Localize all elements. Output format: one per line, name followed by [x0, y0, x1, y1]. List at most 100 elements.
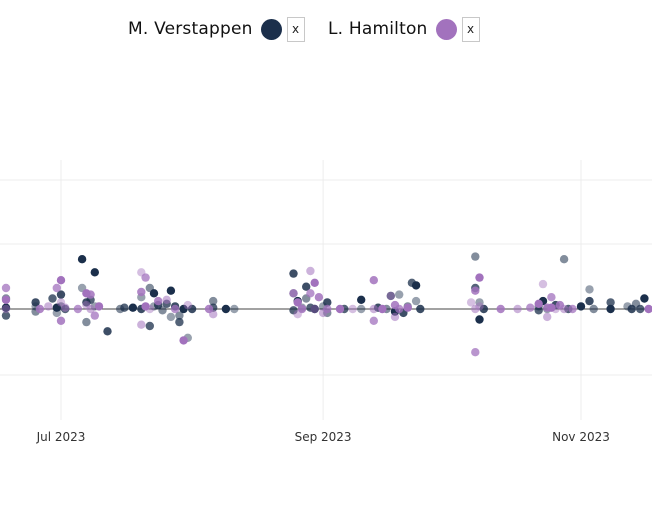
data-point-hamilton[interactable] [137, 287, 146, 297]
data-point-verstappen[interactable] [128, 303, 138, 312]
data-point-hamilton[interactable] [297, 304, 307, 314]
data-point-verstappen[interactable] [209, 296, 218, 306]
data-point-verstappen[interactable] [606, 298, 615, 307]
data-point-hamilton[interactable] [209, 310, 218, 319]
data-point-hamilton[interactable] [390, 312, 400, 322]
data-point-hamilton[interactable] [154, 296, 163, 306]
data-point-verstappen[interactable] [411, 296, 421, 306]
data-point-hamilton[interactable] [475, 273, 484, 282]
data-point-hamilton[interactable] [293, 298, 302, 307]
data-point-hamilton[interactable] [386, 291, 395, 301]
data-point-hamilton[interactable] [369, 316, 378, 325]
data-point-verstappen[interactable] [606, 304, 615, 314]
data-point-hamilton[interactable] [162, 295, 171, 304]
data-point-hamilton[interactable] [179, 336, 188, 345]
data-point-hamilton[interactable] [547, 303, 556, 312]
data-point-hamilton[interactable] [378, 304, 387, 314]
data-point-verstappen[interactable] [221, 304, 231, 314]
data-point-verstappen[interactable] [416, 304, 425, 314]
data-point-verstappen[interactable] [103, 327, 112, 336]
data-point-hamilton[interactable] [513, 304, 522, 314]
data-point-verstappen[interactable] [640, 294, 649, 303]
data-point-verstappen[interactable] [302, 282, 311, 291]
data-point-hamilton[interactable] [310, 304, 319, 314]
data-point-verstappen[interactable] [479, 304, 488, 314]
data-point-hamilton[interactable] [141, 273, 150, 282]
data-point-hamilton[interactable] [137, 320, 146, 329]
data-point-hamilton[interactable] [534, 299, 543, 308]
data-point-hamilton[interactable] [86, 290, 95, 299]
data-point-verstappen[interactable] [82, 317, 91, 327]
data-point-hamilton[interactable] [73, 304, 83, 314]
data-point-hamilton[interactable] [306, 266, 315, 276]
data-point-verstappen[interactable] [1, 311, 11, 320]
data-point-hamilton[interactable] [559, 304, 569, 314]
remove-series-button-hamilton[interactable]: x [461, 16, 480, 42]
data-point-verstappen[interactable] [471, 252, 480, 261]
data-point-hamilton[interactable] [1, 304, 11, 314]
data-point-hamilton[interactable] [1, 295, 11, 304]
data-point-hamilton[interactable] [170, 304, 180, 314]
data-point-verstappen[interactable] [589, 304, 598, 314]
data-point-hamilton[interactable] [471, 304, 480, 314]
data-point-hamilton[interactable] [395, 304, 404, 314]
data-point-verstappen[interactable] [289, 306, 298, 315]
data-point-hamilton[interactable] [314, 293, 324, 302]
data-point-hamilton[interactable] [369, 276, 378, 285]
data-point-hamilton[interactable] [35, 304, 45, 314]
data-point-hamilton[interactable] [538, 279, 548, 289]
data-point-verstappen[interactable] [357, 304, 366, 314]
data-point-verstappen[interactable] [395, 290, 404, 299]
data-point-verstappen[interactable] [636, 304, 645, 314]
data-point-verstappen[interactable] [120, 303, 129, 312]
data-point-verstappen[interactable] [559, 255, 569, 264]
data-point-verstappen[interactable] [411, 281, 421, 290]
data-point-hamilton[interactable] [306, 289, 315, 298]
data-point-hamilton[interactable] [475, 302, 484, 311]
data-point-hamilton[interactable] [90, 311, 100, 320]
data-point-verstappen[interactable] [175, 311, 184, 320]
data-point-verstappen[interactable] [475, 315, 484, 324]
data-point-verstappen[interactable] [357, 295, 366, 304]
data-point-verstappen[interactable] [179, 304, 188, 314]
data-point-hamilton[interactable] [86, 304, 95, 314]
data-point-verstappen[interactable] [576, 302, 586, 311]
data-point-hamilton[interactable] [44, 302, 53, 311]
data-point-hamilton[interactable] [60, 303, 70, 312]
data-point-verstappen[interactable] [585, 296, 594, 306]
data-point-hamilton[interactable] [141, 302, 150, 311]
data-point-hamilton[interactable] [1, 283, 11, 293]
data-point-hamilton[interactable] [471, 286, 480, 295]
data-point-hamilton[interactable] [145, 304, 154, 314]
data-point-verstappen[interactable] [145, 321, 154, 331]
data-point-hamilton[interactable] [403, 303, 412, 312]
data-point-verstappen[interactable] [323, 298, 332, 307]
data-point-verstappen[interactable] [475, 298, 484, 307]
data-point-verstappen[interactable] [187, 304, 197, 314]
data-point-verstappen[interactable] [166, 286, 176, 295]
data-point-verstappen[interactable] [534, 306, 543, 315]
data-point-hamilton[interactable] [56, 276, 66, 285]
data-point-hamilton[interactable] [526, 303, 535, 312]
data-point-hamilton[interactable] [369, 304, 378, 314]
data-point-verstappen[interactable] [166, 312, 176, 322]
data-point-verstappen[interactable] [158, 306, 167, 315]
data-point-verstappen[interactable] [56, 290, 66, 299]
data-point-hamilton[interactable] [568, 304, 577, 314]
remove-series-button-verstappen[interactable]: x [286, 16, 305, 42]
data-point-verstappen[interactable] [31, 298, 40, 307]
data-point-verstappen[interactable] [175, 317, 184, 327]
data-point-hamilton[interactable] [323, 304, 332, 314]
data-point-verstappen[interactable] [289, 269, 298, 278]
data-point-hamilton[interactable] [56, 316, 66, 325]
data-point-hamilton[interactable] [183, 300, 192, 310]
data-point-verstappen[interactable] [77, 255, 87, 264]
data-point-hamilton[interactable] [496, 304, 505, 314]
data-point-verstappen[interactable] [386, 291, 395, 301]
data-point-hamilton[interactable] [547, 293, 556, 302]
data-point-verstappen[interactable] [310, 304, 319, 314]
data-point-verstappen[interactable] [585, 285, 594, 294]
data-point-hamilton[interactable] [466, 298, 476, 307]
data-point-hamilton[interactable] [289, 289, 298, 298]
data-point-hamilton[interactable] [644, 304, 652, 314]
